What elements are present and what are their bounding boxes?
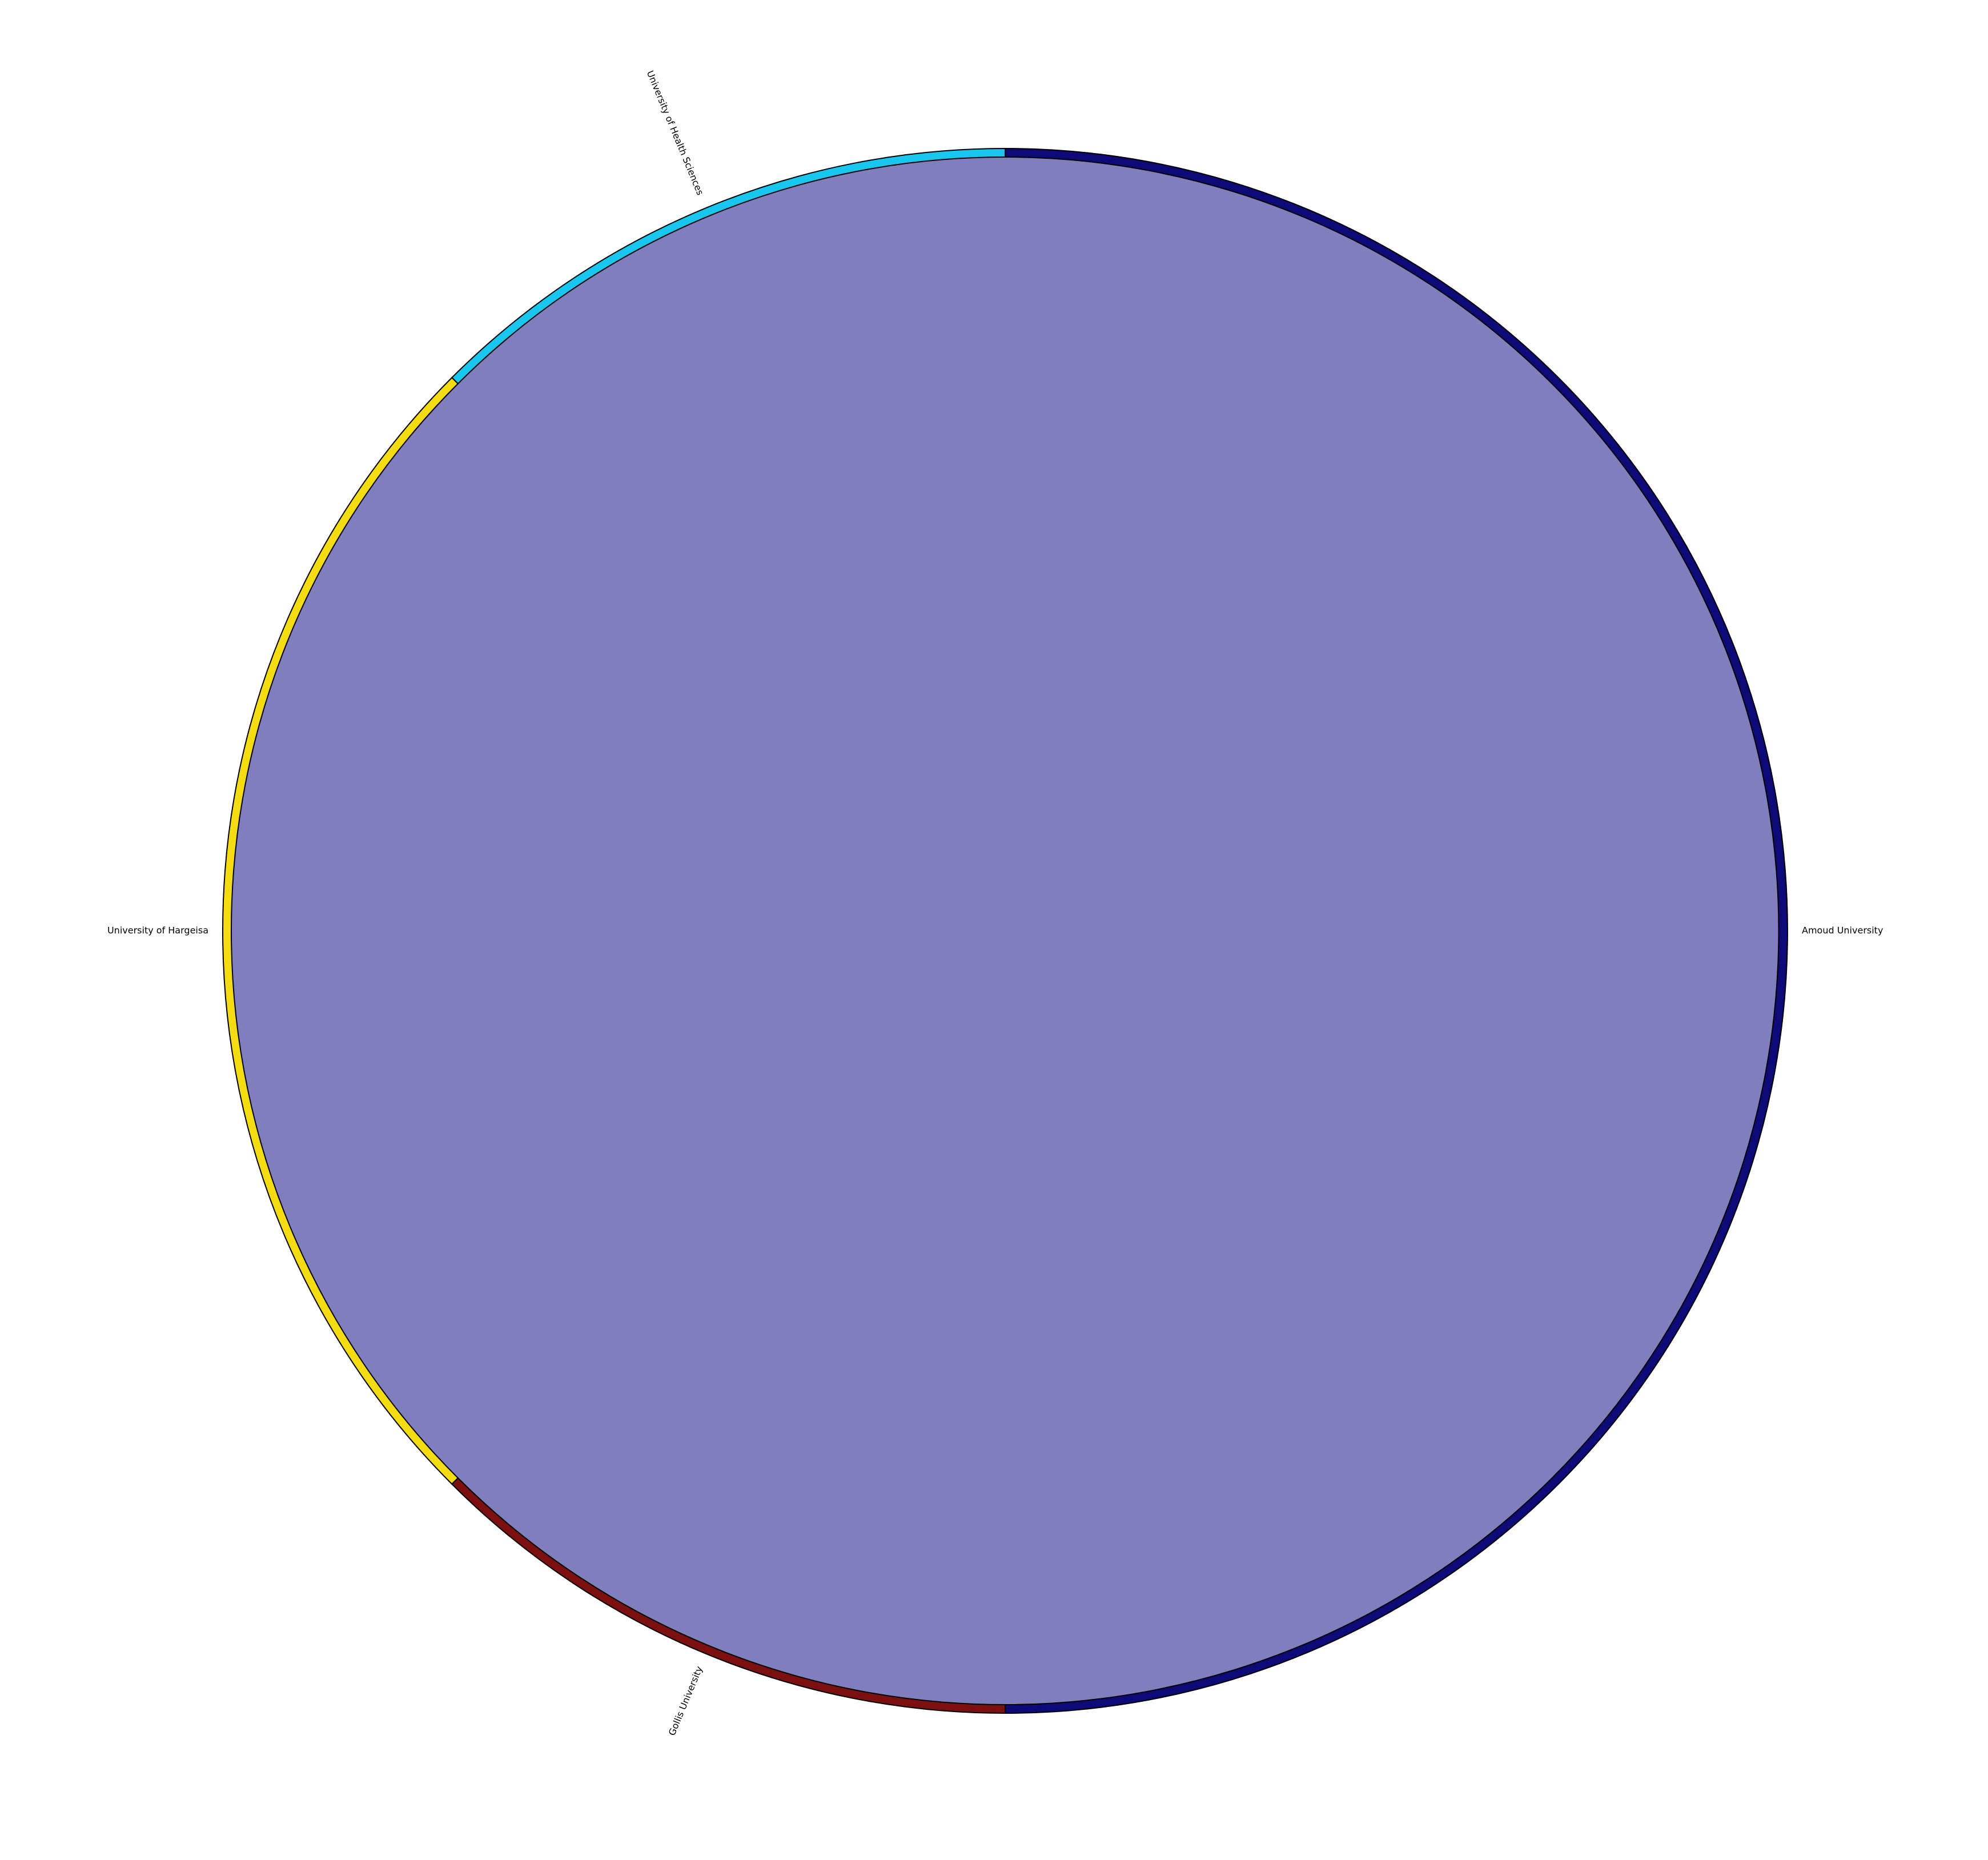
ribbon-amoud-university-amoud-university: [231, 157, 1779, 1705]
chord-ribbons: [231, 157, 1779, 1705]
label-university-of-hargeisa: University of Hargeisa: [107, 925, 208, 936]
label-amoud-university: Amoud University: [1802, 925, 1883, 936]
